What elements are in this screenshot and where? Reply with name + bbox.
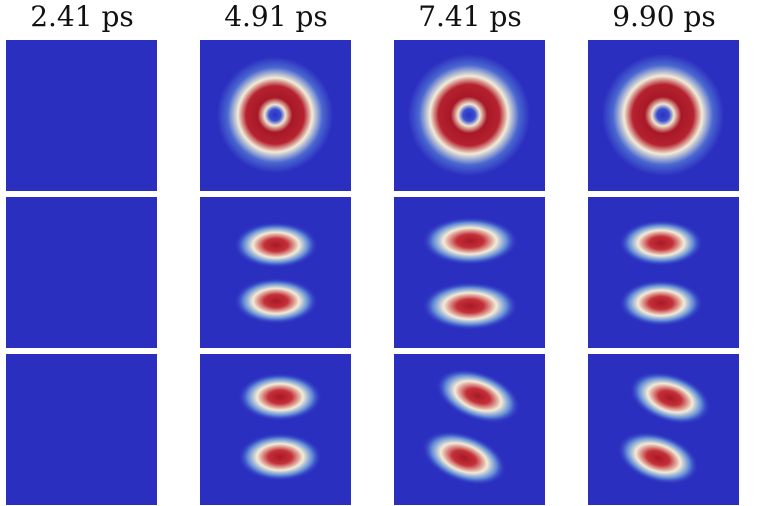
panel-r3-c3 <box>394 354 545 505</box>
column-title-4: 9.90 ps <box>612 0 716 33</box>
panel-r3-c1 <box>6 354 157 505</box>
column-title-1: 2.41 ps <box>30 0 134 33</box>
panel-r2-c2 <box>200 197 351 348</box>
panel-r3-c2 <box>200 354 351 505</box>
panel-r2-c4 <box>588 197 739 348</box>
panel-r3-c4 <box>588 354 739 505</box>
panel-r1-c4 <box>588 40 739 191</box>
column-title-2: 4.91 ps <box>224 0 328 33</box>
panel-r1-c3 <box>394 40 545 191</box>
panel-r2-c1 <box>6 197 157 348</box>
panel-r2-c3 <box>394 197 545 348</box>
panel-r1-c2 <box>200 40 351 191</box>
column-title-3: 7.41 ps <box>418 0 522 33</box>
panel-r1-c1 <box>6 40 157 191</box>
